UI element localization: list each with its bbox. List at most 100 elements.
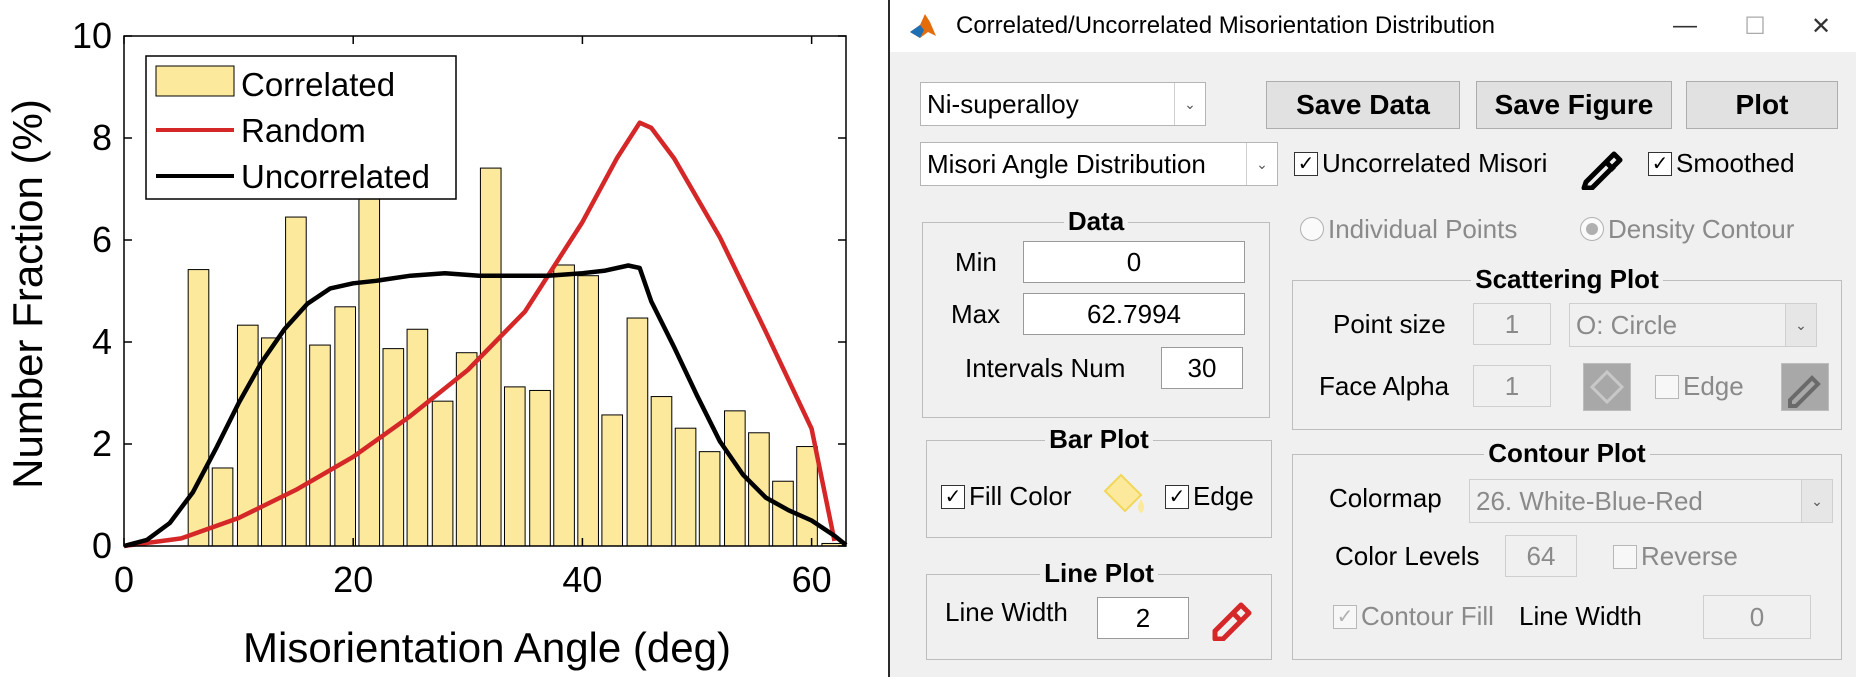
- bar: [626, 317, 649, 547]
- bar: [358, 197, 381, 547]
- x-tick-label: 60: [792, 559, 832, 600]
- bar: [187, 269, 210, 547]
- maximize-button[interactable]: ☐: [1744, 12, 1766, 40]
- pen-color-icon[interactable]: [1580, 144, 1626, 190]
- x-axis-label: Misorientation Angle (deg): [243, 624, 731, 671]
- bars-layer: [187, 167, 844, 547]
- density-contour-label: Density Contour: [1608, 214, 1795, 244]
- y-tick-label: 8: [92, 117, 112, 158]
- y-axis-label: Number Fraction (%): [4, 99, 51, 489]
- checkmark-icon: ✓: [1336, 606, 1354, 628]
- individual-points-label: Individual Points: [1328, 214, 1518, 244]
- legend: Correlated Random Uncorrelated: [145, 55, 457, 200]
- face-alpha-label: Face Alpha: [1319, 371, 1450, 401]
- scatter-edge-checkbox[interactable]: [1655, 375, 1679, 399]
- control-window: Correlated/Uncorrelated Misorientation D…: [888, 0, 1856, 677]
- density-contour-radio[interactable]: [1580, 217, 1604, 241]
- bar: [503, 386, 526, 547]
- bar: [772, 480, 794, 547]
- line-color-pen-icon[interactable]: [1209, 591, 1259, 641]
- face-alpha-input[interactable]: 1: [1473, 365, 1551, 407]
- face-color-icon[interactable]: [1583, 363, 1631, 411]
- bar: [553, 264, 575, 547]
- material-select[interactable]: Ni-superalloy ⌄: [920, 82, 1206, 126]
- bar: [309, 344, 331, 547]
- uncorrelated-label: Uncorrelated Misori: [1322, 148, 1548, 178]
- plot-button[interactable]: Plot: [1686, 81, 1838, 129]
- bar-plot-title: Bar Plot: [1045, 424, 1153, 454]
- scattering-plot-title: Scattering Plot: [1471, 264, 1663, 294]
- x-tick-label: 20: [333, 559, 373, 600]
- color-levels-input[interactable]: 64: [1505, 535, 1577, 577]
- misorientation-chart: 0 20 40 60 0 2 4 6 8 10 Misorientation Angle (deg…: [4, 15, 848, 671]
- fill-color-checkbox[interactable]: ✓: [941, 485, 965, 509]
- colormap-select[interactable]: 26. White-Blue-Red ⌄: [1469, 479, 1833, 523]
- uncorrelated-checkbox[interactable]: ✓: [1294, 152, 1318, 176]
- plot-frame: [123, 35, 847, 547]
- data-group: Data Min 0 Max 62.7994 Intervals Num 30: [922, 206, 1270, 418]
- contour-line-width-label: Line Width: [1519, 601, 1642, 631]
- bar: [261, 337, 283, 547]
- reverse-checkbox[interactable]: [1613, 545, 1637, 569]
- max-input[interactable]: 62.7994: [1023, 293, 1245, 335]
- contour-plot-group: Contour Plot Colormap 26. White-Blue-Red…: [1292, 438, 1842, 660]
- line-width-label: Line Width: [945, 597, 1068, 627]
- bar: [406, 328, 429, 547]
- contour-plot-title: Contour Plot: [1484, 438, 1650, 468]
- chevron-down-icon: ⌄: [1785, 304, 1816, 346]
- min-label: Min: [955, 247, 997, 277]
- lines-layer: [123, 120, 848, 549]
- bar: [674, 427, 697, 547]
- bar: [334, 306, 356, 547]
- intervals-input[interactable]: 30: [1161, 347, 1243, 389]
- contour-line-width-input[interactable]: 0: [1703, 595, 1811, 639]
- smoothed-checkbox[interactable]: ✓: [1648, 152, 1672, 176]
- matlab-icon: [910, 14, 936, 38]
- legend-swatch-correlated: [155, 65, 235, 97]
- x-tick-label: 0: [114, 559, 134, 600]
- save-figure-button[interactable]: Save Figure: [1476, 81, 1672, 129]
- checkmark-icon: ✓: [944, 486, 962, 508]
- bar: [698, 451, 721, 547]
- minimize-button[interactable]: —: [1673, 12, 1697, 39]
- scattering-plot-group: Scattering Plot Point size 1 O: Circle ⌄…: [1292, 264, 1842, 430]
- intervals-label: Intervals Num: [965, 353, 1126, 383]
- bar: [285, 216, 307, 547]
- line-width-input[interactable]: 2: [1097, 597, 1189, 639]
- legend-label-random: Random: [241, 112, 366, 149]
- x-tick-label: 40: [562, 559, 602, 600]
- reverse-label: Reverse: [1641, 541, 1738, 571]
- window-title: Correlated/Uncorrelated Misorientation D…: [956, 12, 1495, 39]
- bar-edge-label: Edge: [1193, 481, 1254, 511]
- min-input[interactable]: 0: [1023, 241, 1245, 283]
- edge-color-pen-icon[interactable]: [1781, 363, 1829, 411]
- chevron-down-icon: ⌄: [1174, 83, 1205, 125]
- save-data-button[interactable]: Save Data: [1266, 81, 1460, 129]
- max-label: Max: [951, 299, 1001, 329]
- mode-select[interactable]: Misori Angle Distribution ⌄: [920, 142, 1278, 186]
- line-plot-title: Line Plot: [1040, 558, 1158, 588]
- marker-select-value: O: Circle: [1576, 309, 1678, 340]
- smoothed-label: Smoothed: [1676, 148, 1795, 178]
- bar: [601, 414, 624, 547]
- chevron-down-icon: ⌄: [1246, 143, 1277, 185]
- title-bar: Correlated/Uncorrelated Misorientation D…: [890, 0, 1856, 52]
- y-tick-label: 6: [92, 219, 112, 260]
- colormap-select-value: 26. White-Blue-Red: [1476, 485, 1703, 516]
- series-line-random: [123, 120, 837, 549]
- axes-layer: 0 20 40 60 0 2 4 6 8 10: [72, 15, 847, 600]
- paint-bucket-icon[interactable]: [1097, 469, 1151, 523]
- point-size-input[interactable]: 1: [1473, 303, 1551, 345]
- bar: [650, 396, 673, 547]
- bar: [796, 446, 818, 547]
- close-button[interactable]: ✕: [1810, 12, 1832, 40]
- checkmark-icon: ✓: [1651, 153, 1669, 175]
- checkmark-icon: ✓: [1297, 153, 1315, 175]
- bar-edge-checkbox[interactable]: ✓: [1165, 485, 1189, 509]
- contour-fill-checkbox[interactable]: ✓: [1333, 605, 1357, 629]
- marker-select[interactable]: O: Circle ⌄: [1569, 303, 1817, 347]
- bar: [529, 389, 551, 547]
- bar: [577, 275, 599, 547]
- bar: [211, 467, 234, 547]
- individual-points-radio[interactable]: [1300, 217, 1324, 241]
